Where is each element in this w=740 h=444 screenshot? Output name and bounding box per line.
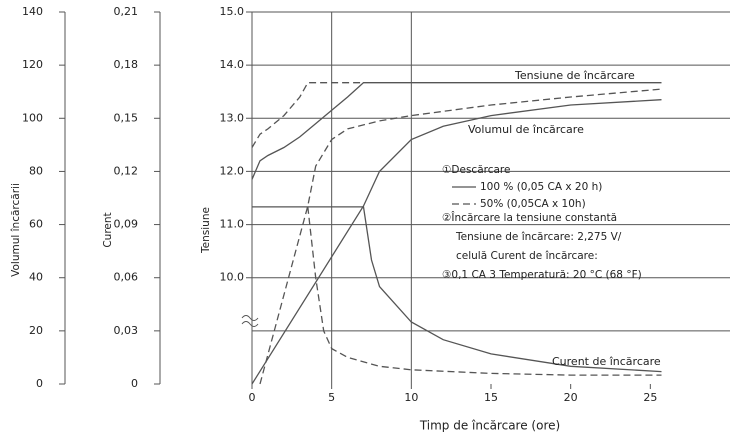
x-tick-label: 20 <box>564 391 578 404</box>
x-tick-label: 10 <box>404 391 418 404</box>
y-tick-label: 20 <box>29 324 43 337</box>
annotation: Volumul de încărcare <box>468 123 584 136</box>
y-tick-label: 15.0 <box>220 5 245 18</box>
legend-label: 50% (0,05CA x 10h) <box>480 198 586 210</box>
y-tick-label: 0 <box>36 377 43 390</box>
note: ③0,1 CA 3 Temperatură: 20 °C (68 °F) <box>442 269 642 281</box>
y-tick-label: 60 <box>29 218 43 231</box>
data-line <box>251 99 662 385</box>
y-tick-label: 11.0 <box>220 218 245 231</box>
y-tick-label: 40 <box>29 271 43 284</box>
axis-break <box>241 315 259 327</box>
y-tick-label: 0,03 <box>114 324 139 337</box>
y-tick-label: 120 <box>22 58 43 71</box>
y-tick-label: 140 <box>22 5 43 18</box>
x-axis-title: Timp de încărcare (ore) <box>419 419 560 433</box>
note: ②Încărcare la tensiune constantă <box>442 211 617 224</box>
data-line <box>259 88 662 385</box>
y-axis-title: Volumul încărcării <box>10 183 22 277</box>
x-tick-label: 5 <box>328 391 335 404</box>
y-tick-label: 14.0 <box>220 58 245 71</box>
note: Tensiune de încărcare: 2,275 V/ <box>455 231 622 243</box>
y-tick-label: 13.0 <box>220 111 245 124</box>
y-tick-label: 80 <box>29 164 43 177</box>
data-line <box>252 206 662 373</box>
y-tick-label: 0 <box>131 377 138 390</box>
y2-axis-title: Curent <box>102 212 114 247</box>
data-line <box>307 206 662 376</box>
y-tick-label: 0,06 <box>114 271 139 284</box>
annotation: Tensiune de încărcare <box>514 69 635 82</box>
y-tick-label: 10.0 <box>220 271 245 284</box>
note: ①Descărcare <box>442 164 510 176</box>
y3-axis-title: Tensiune <box>200 207 212 254</box>
annotation: Curent de încărcare <box>552 355 661 368</box>
x-tick-label: 15 <box>484 391 498 404</box>
x-tick-label: 0 <box>249 391 256 404</box>
y-tick-label: 0,12 <box>114 164 139 177</box>
x-tick-label: 25 <box>643 391 657 404</box>
y-tick-label: 100 <box>22 111 43 124</box>
data-line <box>251 82 364 148</box>
y-tick-label: 0,15 <box>114 111 139 124</box>
y-tick-label: 0,09 <box>114 218 139 231</box>
data-line <box>251 82 662 180</box>
y-tick-label: 0,21 <box>114 5 139 18</box>
y-tick-label: 0,18 <box>114 58 139 71</box>
note: celulă Curent de încărcare: <box>456 250 598 262</box>
y-tick-label: 12.0 <box>220 164 245 177</box>
legend-label: 100 % (0,05 CA x 20 h) <box>480 181 602 193</box>
